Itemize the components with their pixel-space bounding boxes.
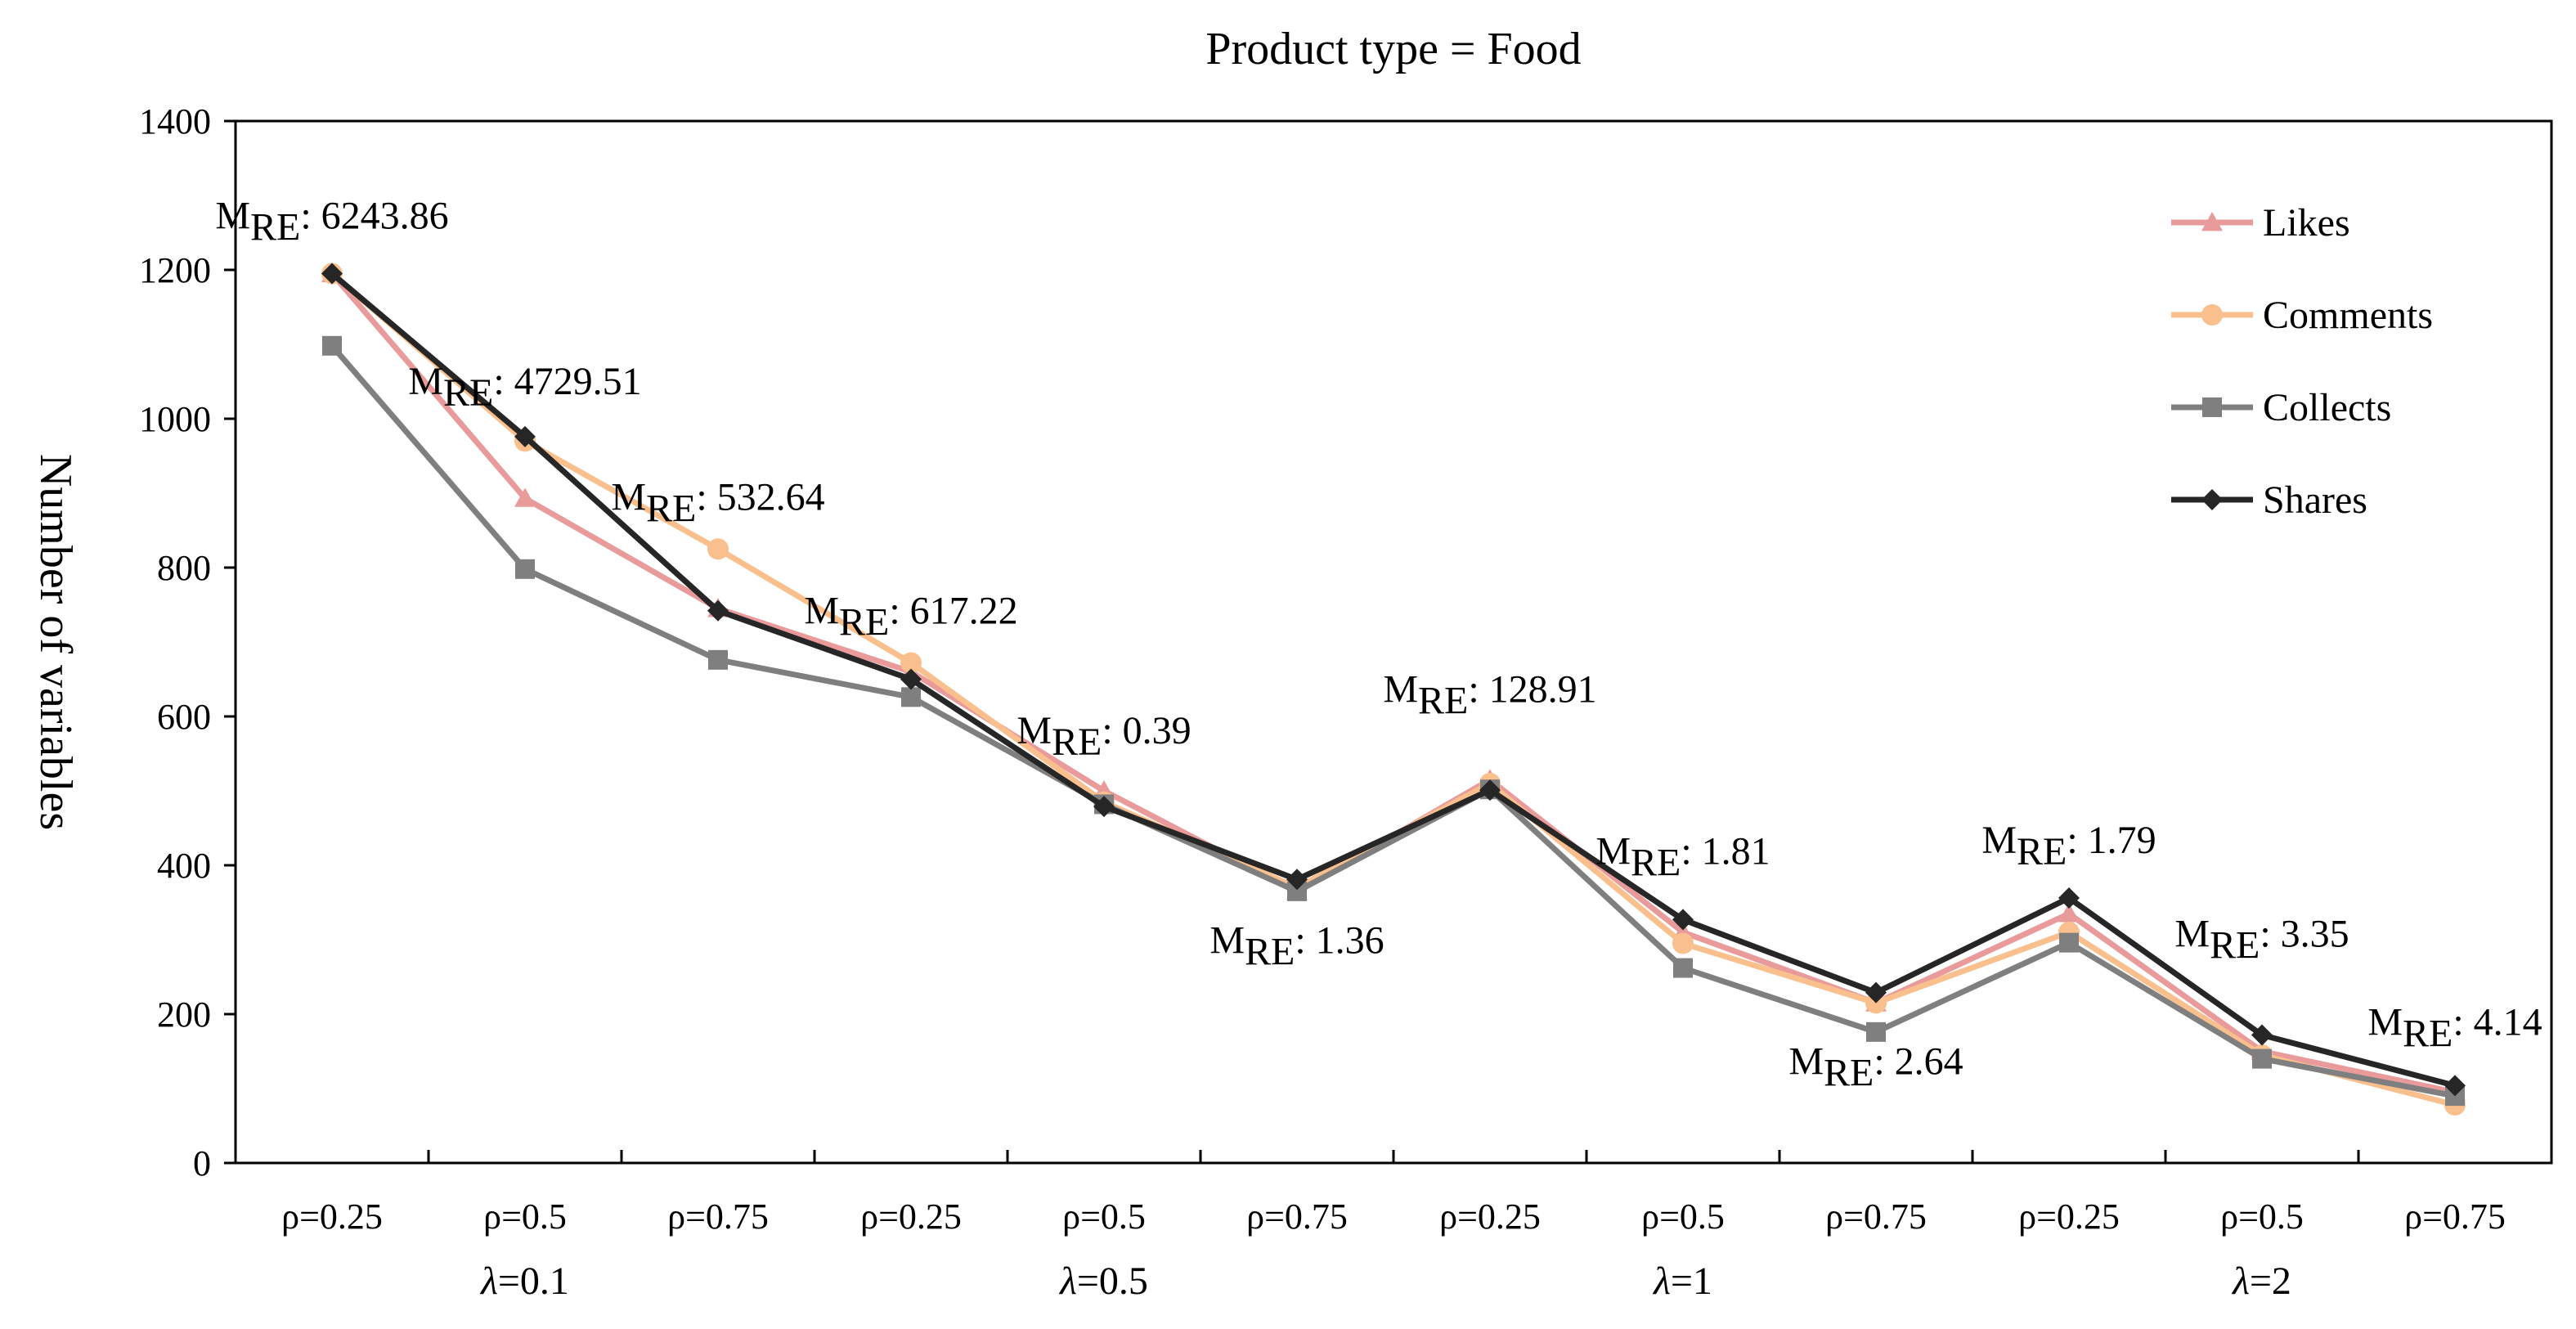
x-tick-label: ρ=0.25 <box>860 1197 962 1237</box>
legend-marker-shares <box>2201 489 2223 510</box>
x-tick-label: ρ=0.25 <box>281 1197 383 1237</box>
legend-item-comments: Comments <box>2171 294 2433 337</box>
y-tick-label: 1000 <box>139 399 211 439</box>
mre-annotation: MRE: 1.81 <box>1595 829 1770 884</box>
y-tick-label: 0 <box>193 1143 211 1183</box>
series-layer <box>321 263 2466 1116</box>
y-tick-label: 800 <box>157 548 211 588</box>
data-point-shares <box>1672 909 1694 931</box>
x-tick-label: ρ=0.25 <box>2018 1197 2120 1237</box>
legend-marker-collects <box>2202 397 2222 417</box>
data-point-shares <box>514 425 536 447</box>
data-point-collects <box>1673 958 1693 978</box>
data-point-shares <box>321 263 343 285</box>
legend-item-shares: Shares <box>2171 478 2367 522</box>
mre-annotation: MRE: 128.91 <box>1383 667 1596 722</box>
mre-annotation: MRE: 1.79 <box>1981 819 2156 873</box>
x-tick-label: ρ=0.25 <box>1439 1197 1541 1237</box>
data-point-collects <box>322 335 342 356</box>
annotations-layer: MRE: 6243.86 MRE: 4729.51 MRE: 532.64 MRE: … <box>215 195 2542 1095</box>
data-point-shares <box>2444 1075 2466 1097</box>
group-label: λ=0.5 <box>1058 1259 1148 1303</box>
y-tick-label: 1200 <box>139 250 211 290</box>
legend-layer: Likes Comments Collects Shares <box>2171 201 2433 522</box>
x-tick-label: ρ=0.5 <box>483 1197 567 1237</box>
mre-annotation: MRE: 4729.51 <box>408 360 641 415</box>
series-line-collects <box>330 343 2456 1099</box>
x-tick-label: ρ=0.75 <box>2404 1197 2506 1237</box>
legend-item-collects: Collects <box>2171 386 2391 429</box>
mre-annotation: MRE: 1.36 <box>1209 918 1384 973</box>
data-point-shares <box>900 668 922 690</box>
mre-annotation: MRE: 617.22 <box>804 589 1017 644</box>
mre-annotation: MRE: 532.64 <box>611 475 824 530</box>
data-point-likes <box>2058 903 2080 923</box>
x-tick-label: ρ=0.75 <box>667 1197 769 1237</box>
data-point-shares <box>1093 796 1115 818</box>
data-point-collects <box>2252 1048 2272 1069</box>
data-point-collects <box>515 559 535 579</box>
legend-item-likes: Likes <box>2171 201 2350 245</box>
y-axis-title: Number of variables <box>30 454 81 830</box>
x-tick-label: ρ=0.5 <box>1062 1197 1146 1237</box>
legend-label-likes: Likes <box>2263 201 2350 245</box>
data-point-collects <box>2059 932 2079 953</box>
mre-annotation: MRE: 2.64 <box>1788 1040 1963 1095</box>
data-point-collects <box>901 687 921 707</box>
series-line-shares <box>330 271 2456 1089</box>
series-shares <box>321 263 2466 1097</box>
y-tick-label: 400 <box>157 846 211 886</box>
data-point-comments <box>1672 932 1694 954</box>
legend-marker-likes <box>2201 212 2223 231</box>
mre-annotation: MRE: 4.14 <box>2367 1000 2542 1055</box>
data-point-shares <box>2251 1024 2273 1046</box>
x-tick-label: ρ=0.75 <box>1825 1197 1927 1237</box>
data-point-shares <box>1479 779 1501 801</box>
legend-label-collects: Collects <box>2263 386 2391 429</box>
legend-marker-comments <box>2201 304 2223 326</box>
group-label: λ=0.1 <box>479 1259 569 1303</box>
axes-layer: Product type = Food Number of variables 0 2… <box>30 24 2506 1303</box>
y-tick-label: 600 <box>157 697 211 737</box>
data-point-collects <box>1866 1021 1886 1042</box>
data-point-comments <box>707 538 729 560</box>
x-tick-label: ρ=0.5 <box>2220 1197 2304 1237</box>
legend-label-comments: Comments <box>2263 294 2433 337</box>
mre-annotation: MRE: 0.39 <box>1016 709 1191 764</box>
group-label: λ=2 <box>2231 1259 2291 1303</box>
mre-annotation: MRE: 6243.86 <box>215 195 448 249</box>
data-point-likes <box>514 487 536 507</box>
x-tick-label: ρ=0.75 <box>1246 1197 1348 1237</box>
y-tick-label: 200 <box>157 995 211 1035</box>
data-point-shares <box>1286 869 1308 891</box>
legend-label-shares: Shares <box>2263 478 2367 522</box>
data-point-collects <box>708 649 728 670</box>
y-tick-label: 1400 <box>139 101 211 141</box>
data-point-shares <box>707 599 729 622</box>
mre-annotation: MRE: 3.35 <box>2174 912 2349 967</box>
data-point-comments <box>900 652 922 674</box>
series-collects <box>322 335 2465 1107</box>
x-tick-label: ρ=0.5 <box>1641 1197 1725 1237</box>
data-point-shares <box>1865 981 1887 1003</box>
data-point-shares <box>2058 887 2080 909</box>
chart-title: Product type = Food <box>1205 24 1581 74</box>
group-label: λ=1 <box>1652 1259 1712 1303</box>
